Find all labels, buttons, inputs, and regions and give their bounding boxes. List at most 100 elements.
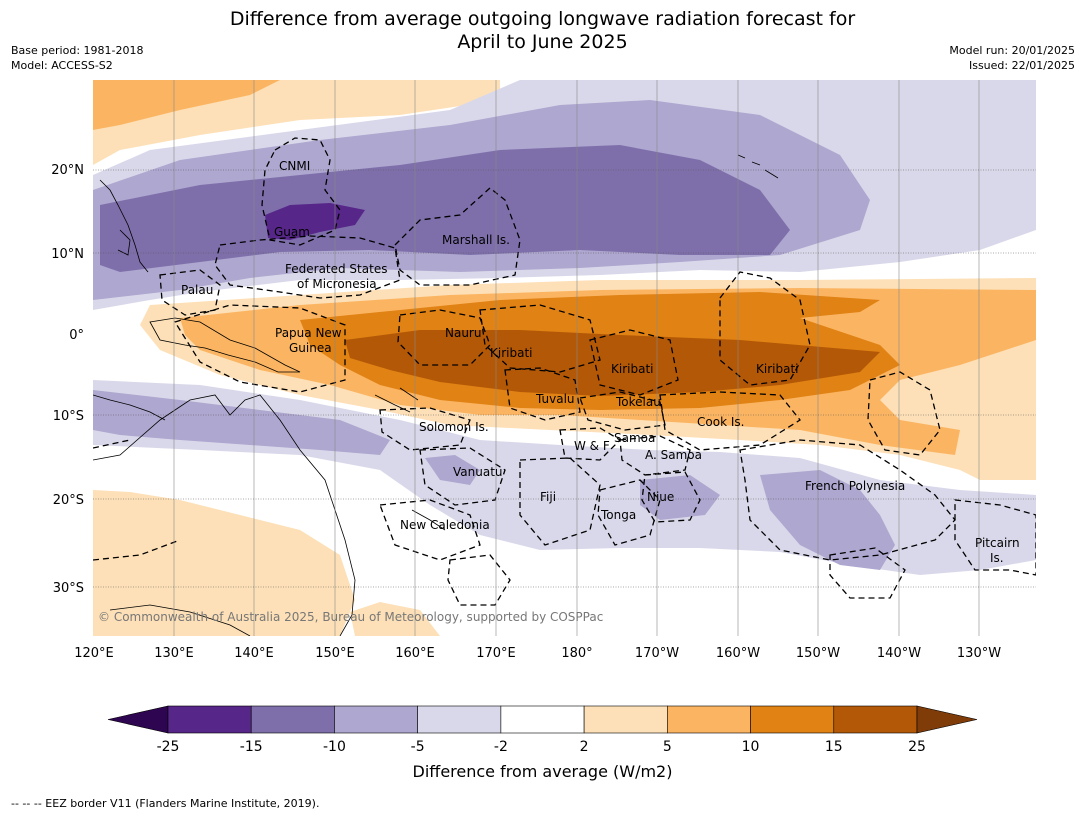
meta-right: Model run: 20/01/2025 Issued: 22/01/2025 [949, 43, 1075, 73]
lon-tick: 170°W [635, 646, 679, 661]
label-asamoa: A. Samoa [645, 448, 702, 462]
lon-tick: 140°W [877, 646, 921, 661]
label-nauru: Nauru [445, 326, 481, 340]
label-vanuatu: Vanuatu [453, 465, 503, 479]
anomaly-pos-light-south-2 [350, 602, 440, 636]
colorbar-tick: -5 [411, 739, 425, 755]
lat-tick: 0° [69, 328, 84, 343]
colorbar-tick: 5 [663, 739, 672, 755]
coastline-australia [93, 394, 356, 636]
map-area: CNMI Guam Marshall Is. Federated States … [93, 80, 1036, 636]
lon-tick: 160°E [395, 646, 435, 661]
colorbar-segment [583, 705, 668, 734]
lat-tick-labels: 20°N 10°N 0° 10°S 20°S 30°S [51, 163, 84, 596]
colorbar-tick: 2 [580, 739, 589, 755]
label-palau: Palau [181, 283, 213, 297]
anomaly-pos-light-south [93, 490, 355, 636]
label-solomon: Solomon Is. [419, 420, 489, 434]
lon-tick: 170°E [476, 646, 516, 661]
colorbar-tick: 15 [825, 739, 843, 755]
label-fsm-2: of Micronesia [297, 277, 377, 291]
colorbar: -25 -15 -10 -5 -2 2 5 10 15 25 [107, 705, 978, 755]
label-pitcairn-1: Pitcairn [975, 536, 1020, 550]
label-fiji: Fiji [540, 490, 556, 504]
colorbar-segment [833, 705, 918, 734]
meta-left: Base period: 1981-2018 Model: ACCESS-S2 [11, 43, 143, 73]
colorbar-tick: -25 [157, 739, 180, 755]
anomaly-pos-strongest-eq [345, 330, 880, 396]
label-cnmi: CNMI [279, 159, 310, 173]
anomaly-neg-mid-south-2 [425, 455, 480, 485]
lon-tick: 120°E [74, 646, 114, 661]
eez-borders [93, 137, 1036, 606]
colorbar-segment [750, 705, 835, 734]
colorbar-segment [334, 705, 418, 734]
colorbar-tick: 10 [742, 739, 760, 755]
coastline-new-caledonia [411, 509, 446, 531]
map-title: Difference from average outgoing longwav… [0, 8, 1085, 54]
issued-date: Issued: 22/01/2025 [968, 59, 1075, 72]
lat-tick: 10°S [53, 409, 84, 424]
colorbar-segment [250, 705, 335, 734]
label-png-2: Guinea [289, 341, 332, 355]
colorbar-tick: -15 [240, 739, 263, 755]
anomaly-neg-darkest-north [265, 203, 365, 240]
lat-tick: 20°S [53, 493, 84, 508]
coastline-new-guinea [149, 317, 301, 373]
coastline-philippines [99, 179, 149, 273]
lon-tick: 130°W [957, 646, 1001, 661]
coastline-north-australia-inner [93, 394, 166, 421]
colorbar-segment [417, 705, 502, 734]
label-new-caledonia: New Caledonia [400, 518, 490, 532]
lon-tick: 150°W [796, 646, 840, 661]
lon-tick: 140°E [234, 646, 274, 661]
colorbar-extend-high [916, 705, 978, 734]
colorbar-tick: -10 [323, 739, 346, 755]
label-marshall: Marshall Is. [442, 233, 510, 247]
label-cook: Cook Is. [697, 415, 744, 429]
colorbar-tick: 25 [908, 739, 926, 755]
anomaly-pos-mid-north [93, 80, 280, 130]
label-niue: Niue [647, 490, 674, 504]
model-run: Model run: 20/01/2025 [949, 44, 1075, 57]
base-period: Base period: 1981-2018 [11, 44, 144, 57]
label-samoa: Samoa [614, 431, 655, 445]
colorbar-extend-low [107, 705, 169, 734]
colorbar-tick: -2 [494, 739, 508, 755]
lat-tick: 20°N [51, 163, 84, 178]
anomaly-neg-mid-south-3 [640, 475, 720, 520]
coastline-hawaii [737, 154, 779, 179]
lon-tick: 180° [561, 646, 592, 661]
label-tuvalu: Tuvalu [535, 392, 575, 406]
anomaly-neg-mid-south [93, 390, 390, 455]
colorbar-segment [500, 705, 585, 734]
label-wf: W & F [574, 439, 610, 453]
lat-gridlines [93, 169, 1036, 588]
label-png-1: Papua New [275, 326, 342, 340]
label-fsm-1: Federated States [285, 262, 387, 276]
label-kiribati-2: Kiribati [611, 362, 653, 376]
label-kiribati-1: Kiribati [490, 346, 532, 360]
model-name: Model: ACCESS-S2 [11, 59, 113, 72]
label-pitcairn-2: Is. [990, 551, 1004, 565]
label-kiribati-3: Kiribati [756, 362, 798, 376]
colorbar-segment [167, 705, 252, 734]
footnote: -- -- -- EEZ border V11 (Flanders Marine… [11, 797, 320, 810]
colorbar-segment [667, 705, 751, 734]
title-line-1: Difference from average outgoing longwav… [229, 8, 856, 30]
region-labels: CNMI Guam Marshall Is. Federated States … [181, 159, 1020, 565]
title-line-2: April to June 2025 [457, 31, 628, 53]
label-french-polynesia: French Polynesia [805, 479, 905, 493]
label-guam: Guam [274, 225, 310, 239]
colorbar-label: Difference from average (W/m2) [412, 762, 673, 781]
lat-tick: 30°S [53, 581, 84, 596]
label-tonga: Tonga [600, 508, 636, 522]
copyright-text: © Commonwealth of Australia 2025, Bureau… [98, 610, 603, 624]
lon-tick: 130°E [154, 646, 194, 661]
lat-tick: 10°N [51, 247, 84, 262]
label-tokelau: Tokelau [615, 395, 661, 409]
lon-tick-labels: 120°E 130°E 140°E 150°E 160°E 170°E 180°… [74, 646, 1001, 661]
lon-tick: 150°E [315, 646, 355, 661]
coastline-nz [109, 604, 251, 636]
